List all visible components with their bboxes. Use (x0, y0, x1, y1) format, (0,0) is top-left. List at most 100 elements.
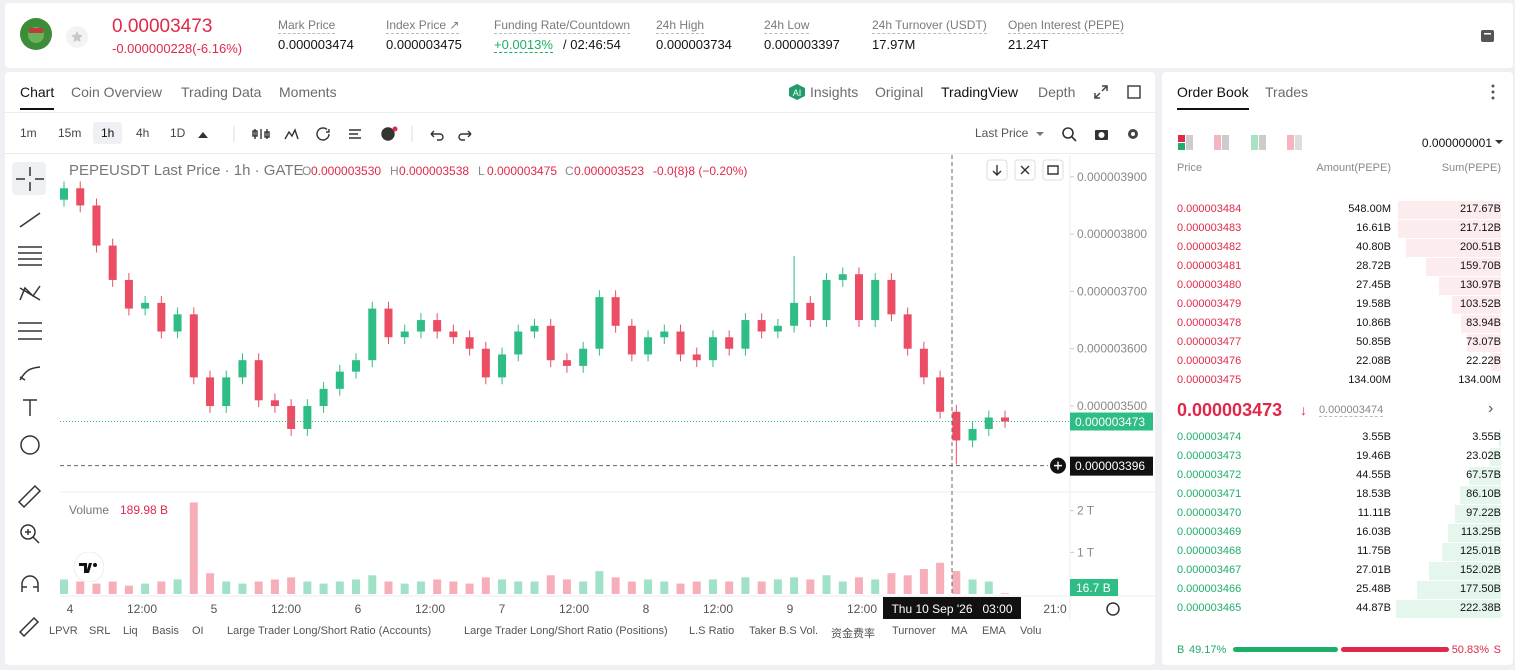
candle-body (206, 377, 215, 407)
volume-bar (952, 571, 961, 594)
book-price[interactable]: 0.000003484 (1177, 203, 1242, 215)
plus-icon (1054, 461, 1062, 470)
interval[interactable]: 1h (93, 122, 123, 144)
candle-body (546, 325, 555, 361)
x-tick-label: 21:0 (1043, 602, 1067, 616)
funding-rate: +0.0013% (494, 37, 553, 53)
indicator[interactable]: Taker B.S Vol. (749, 625, 819, 637)
x-tick-label: 12:00 (415, 602, 445, 616)
book-price[interactable]: 0.000003471 (1177, 488, 1242, 500)
book-price[interactable]: 0.000003468 (1177, 545, 1242, 557)
time-tag (883, 597, 1021, 619)
chart-tab[interactable]: Coin Overview (71, 84, 163, 100)
chart-tab[interactable]: Moments (279, 84, 337, 100)
volume-bar (773, 579, 782, 594)
x-tick-label: 6 (355, 602, 362, 616)
interval[interactable]: 1m (20, 126, 37, 140)
view-tab[interactable]: Insights (810, 84, 859, 100)
favorite-button[interactable] (66, 26, 88, 48)
y-tick-label: 0.000003700 (1077, 284, 1147, 298)
candle-body (822, 279, 831, 321)
price-type[interactable]: Last Price (975, 126, 1029, 140)
volume-bar (660, 581, 669, 594)
book-layout-buttons[interactable] (1178, 134, 1308, 152)
book-price[interactable]: 0.000003482 (1177, 241, 1242, 253)
indicator[interactable]: Large Trader Long/Short Ratio (Accounts) (227, 625, 432, 637)
book-price[interactable]: 0.000003483 (1177, 222, 1242, 234)
book-amount: 44.55B (1356, 469, 1391, 481)
book-price[interactable]: 0.000003466 (1177, 583, 1242, 595)
interval[interactable]: 1D (170, 126, 186, 140)
indicator[interactable]: L.S Ratio (689, 625, 735, 637)
book-price[interactable]: 0.000003477 (1177, 336, 1242, 348)
settings-button[interactable] (1106, 602, 1120, 616)
sell-ratio: 50.83% (1451, 644, 1489, 656)
indicator[interactable]: LPVR (49, 625, 78, 637)
indicator[interactable]: OI (192, 625, 204, 637)
book-price[interactable]: 0.000003479 (1177, 298, 1242, 310)
book-price[interactable]: 0.000003481 (1177, 260, 1242, 272)
indicator[interactable]: EMA (982, 625, 1006, 637)
more-button[interactable] (1488, 83, 1498, 101)
drawing-toolbar[interactable] (12, 162, 48, 637)
book-price[interactable]: 0.000003480 (1177, 279, 1242, 291)
view-tab[interactable]: Depth (1038, 84, 1076, 100)
book-price[interactable]: 0.000003473 (1177, 450, 1242, 462)
interval[interactable]: 4h (136, 126, 150, 140)
view-tab[interactable]: Original (875, 84, 924, 100)
book-price[interactable]: 0.000003470 (1177, 507, 1242, 519)
indicator[interactable]: Turnover (892, 625, 936, 637)
precision[interactable]: 0.000000001 (1421, 136, 1492, 150)
chart-tools[interactable] (1034, 126, 1144, 142)
candle-body (757, 320, 766, 332)
button-icon (992, 165, 1002, 176)
window-buttons[interactable] (1092, 83, 1144, 101)
divider (5, 112, 1155, 113)
indicator[interactable]: Large Trader Long/Short Ratio (Positions… (464, 625, 668, 637)
book-price[interactable]: 0.000003469 (1177, 526, 1242, 538)
indicator[interactable]: MA (951, 625, 968, 637)
volume-bar (692, 581, 701, 594)
volume-bar (384, 581, 393, 594)
volume-bar (368, 575, 377, 594)
book-price[interactable]: 0.000003465 (1177, 602, 1242, 614)
book-amount: 27.45B (1356, 279, 1391, 291)
book-sum: 3.55B (1472, 431, 1501, 443)
indicator[interactable]: 资金费率 (831, 628, 875, 640)
pane-button[interactable] (986, 159, 1008, 181)
buy-label: B (1177, 644, 1185, 656)
y-tick-label: 0.000003600 (1077, 342, 1147, 356)
book-price[interactable]: 0.000003476 (1177, 355, 1242, 367)
chart-tab[interactable]: Chart (20, 84, 55, 110)
volume-bar (60, 579, 68, 594)
book-price[interactable]: 0.000003474 (1177, 431, 1242, 443)
column-header: Price (1177, 162, 1203, 174)
volume-bar (936, 562, 945, 594)
indicator[interactable]: Liq (123, 625, 138, 637)
pane-button[interactable] (1042, 159, 1064, 181)
ohlc-value: 0.000003538 (399, 164, 469, 178)
indicator[interactable]: Basis (152, 625, 179, 637)
view-tab[interactable]: TradingView (941, 84, 1019, 100)
stat-value: 0.000003475 (386, 37, 462, 52)
book-price[interactable]: 0.000003467 (1177, 564, 1242, 576)
interval[interactable]: 15m (58, 126, 82, 140)
volume-bar (92, 583, 101, 594)
column-header: Amount(PEPE) (1316, 162, 1391, 174)
expand-arrow[interactable]: › (1488, 400, 1494, 417)
depth-bar (1439, 277, 1501, 295)
chart-tab[interactable]: Trading Data (181, 84, 262, 100)
toolbar-icons[interactable] (195, 126, 475, 142)
book-amount: 22.08B (1356, 355, 1391, 367)
book-price[interactable]: 0.000003472 (1177, 469, 1242, 481)
indicator[interactable]: SRL (89, 625, 111, 637)
mid-arrow: ↓ (1300, 402, 1307, 418)
pane-button[interactable] (1014, 159, 1036, 181)
book-price[interactable]: 0.000003478 (1177, 317, 1242, 329)
notes-button[interactable] (1480, 28, 1496, 44)
book-tab[interactable]: Order Book (1177, 84, 1249, 110)
book-tab[interactable]: Trades (1265, 84, 1309, 100)
book-price[interactable]: 0.000003475 (1177, 374, 1242, 386)
indicator[interactable]: Volu (1020, 625, 1042, 637)
